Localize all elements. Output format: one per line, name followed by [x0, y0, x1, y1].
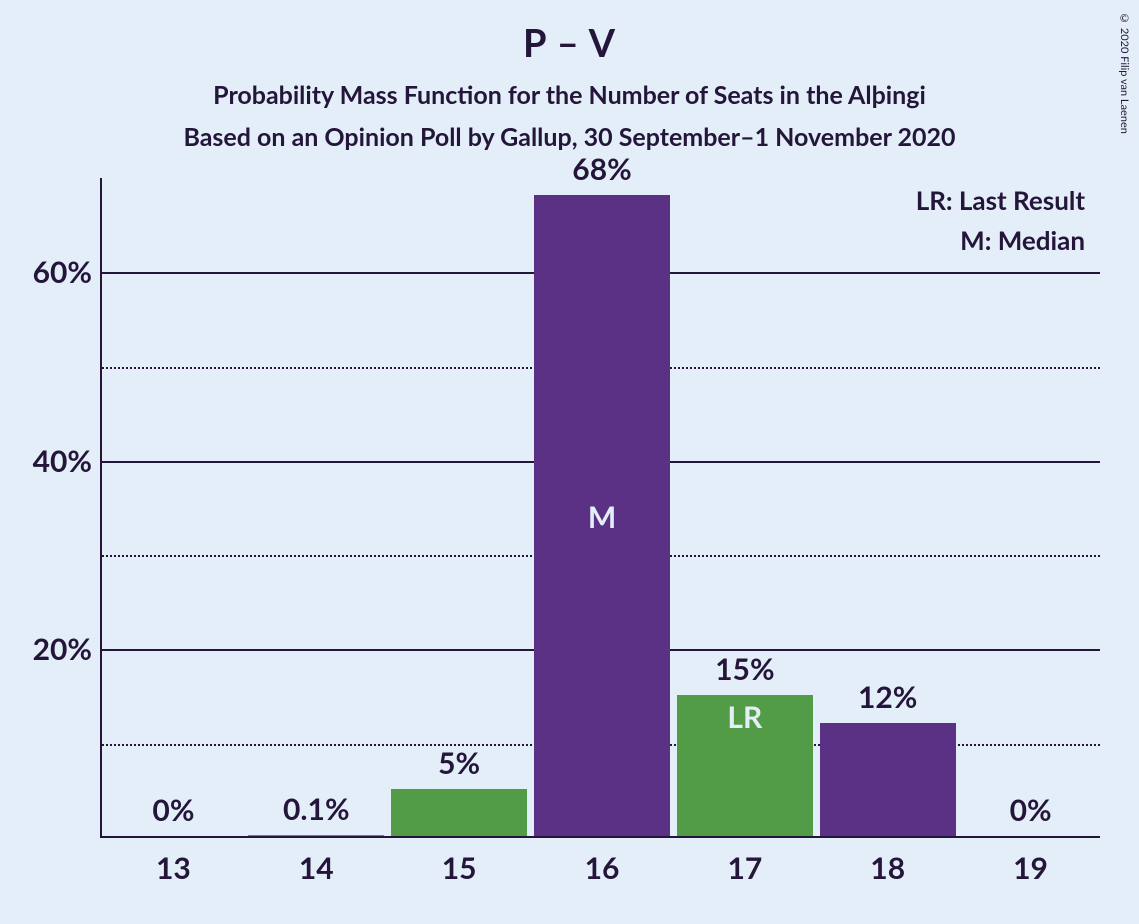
chart-subtitle-2: Based on an Opinion Poll by Gallup, 30 S… [0, 122, 1139, 152]
bar-value-label: 15% [715, 651, 774, 687]
x-axis-label: 18 [870, 850, 905, 886]
bar-value-label: 0% [1010, 792, 1052, 828]
x-axis-label: 15 [442, 850, 477, 886]
y-axis-label: 60% [2, 254, 92, 290]
bar [248, 835, 384, 836]
y-axis-label: 40% [2, 443, 92, 479]
plot-area: 20%40%60%0%130.1%145%1568%1615%1712%180%… [100, 178, 1100, 838]
x-axis-label: 19 [1013, 850, 1048, 886]
bar-value-label: 5% [438, 745, 480, 781]
bar-value-label: 0% [152, 792, 194, 828]
bar-value-label: 0.1% [283, 791, 350, 827]
x-axis-label: 17 [727, 850, 762, 886]
bar-value-label: 12% [858, 679, 917, 715]
chart-subtitle-1: Probability Mass Function for the Number… [0, 80, 1139, 110]
bar-value-label: 68% [572, 151, 631, 187]
bar [391, 789, 527, 836]
title-block: P – V Probability Mass Function for the … [0, 0, 1139, 152]
x-axis-label: 14 [299, 850, 334, 886]
bar-marker: LR [727, 699, 762, 735]
copyright-text: © 2020 Filip van Laenen [1118, 12, 1131, 134]
chart-title: P – V [0, 20, 1139, 66]
x-axis-label: 16 [585, 850, 620, 886]
bar [820, 723, 956, 836]
y-axis-label: 20% [2, 631, 92, 667]
chart-area: LR: Last Result M: Median 20%40%60%0%130… [100, 178, 1100, 838]
bar-marker: M [588, 499, 616, 535]
x-axis-label: 13 [156, 850, 191, 886]
